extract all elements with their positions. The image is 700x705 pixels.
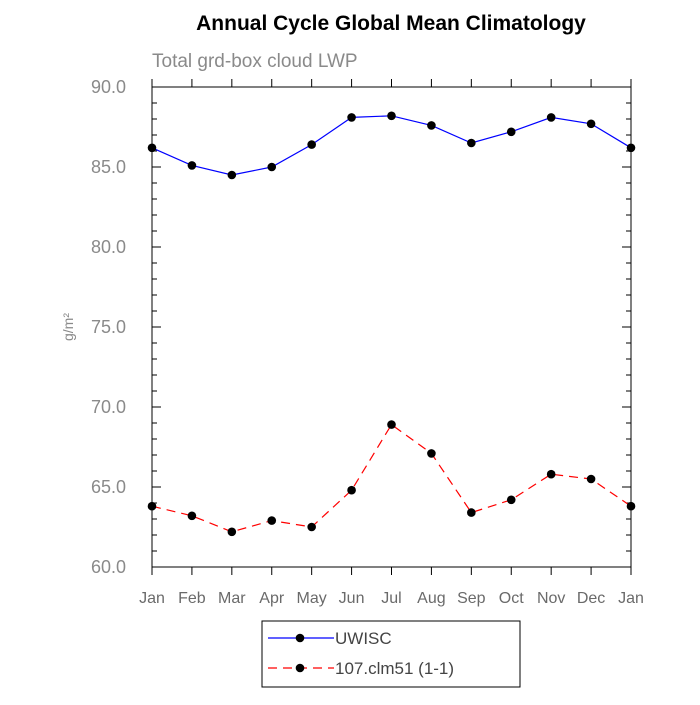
legend-label-2: 107.clm51 (1-1) [335,659,454,678]
chart-title: Annual Cycle Global Mean Climatology [196,12,586,35]
data-point-series-2 [227,527,237,537]
chart-subtitle: Total grd-box cloud LWP [152,51,358,72]
data-point-series-1 [387,111,396,121]
data-point-series-2 [347,485,356,495]
data-point-series-2 [586,474,596,484]
legend-marker-1 [295,633,305,643]
data-point-series-1 [506,127,516,137]
x-tick-label: Dec [577,590,605,607]
x-tick-label: Jan [139,590,165,607]
y-tick-label: 65.0 [91,477,126,497]
data-point-series-2 [546,469,556,479]
x-tick-label: Nov [537,590,565,607]
data-point-series-2 [467,508,476,517]
data-point-series-1 [307,140,316,149]
x-tick-label: Aug [417,590,445,607]
data-point-series-2 [427,449,436,458]
series-line-1 [151,115,632,176]
y-tick-label: 70.0 [91,397,126,417]
data-point-series-2 [626,501,636,511]
y-tick-label: 85.0 [91,157,126,177]
series-line-2 [151,423,632,533]
legend-label-1: UWISC [335,629,392,648]
y-tick-label: 60.0 [91,557,126,577]
data-point-series-1 [626,143,636,153]
data-point-series-2 [387,420,396,429]
x-tick-label: Oct [499,590,524,607]
y-axis-label: g/m² [60,313,76,341]
plot-area: 60.0 65.0 70.0 75.0 80.0 85.0 90.0 Jan Feb Mar Apr… [91,77,644,607]
data-point-series-2 [187,511,197,521]
data-point-series-2 [307,522,316,532]
data-point-series-1 [467,138,476,148]
data-point-series-1 [427,121,436,130]
legend: UWISC 107.clm51 (1-1) [261,620,521,688]
x-tick-label: Jul [381,590,401,607]
x-tick-label: Jun [339,590,365,607]
y-tick-label: 80.0 [91,237,126,257]
data-point-series-2 [147,501,157,511]
x-tick-label: Apr [259,590,285,607]
x-tick-label: Mar [218,590,246,607]
legend-box [261,620,521,688]
data-point-series-1 [147,143,157,153]
data-point-series-1 [586,119,596,129]
data-point-series-1 [546,113,556,122]
x-tick-label: Sep [457,590,486,607]
x-tick-label: Jan [618,590,644,607]
x-tick-label: Feb [178,590,206,607]
legend-marker-2 [295,663,305,673]
data-point-series-2 [267,516,277,525]
plot-frame [151,86,632,568]
data-point-series-1 [347,113,356,122]
data-point-series-1 [227,170,237,180]
y-tick-label: 75.0 [91,317,126,337]
x-tick-label: May [297,590,327,607]
data-point-series-1 [187,161,197,170]
y-tick-label: 90.0 [91,77,126,97]
data-point-series-1 [267,162,277,172]
data-point-series-2 [506,495,516,505]
